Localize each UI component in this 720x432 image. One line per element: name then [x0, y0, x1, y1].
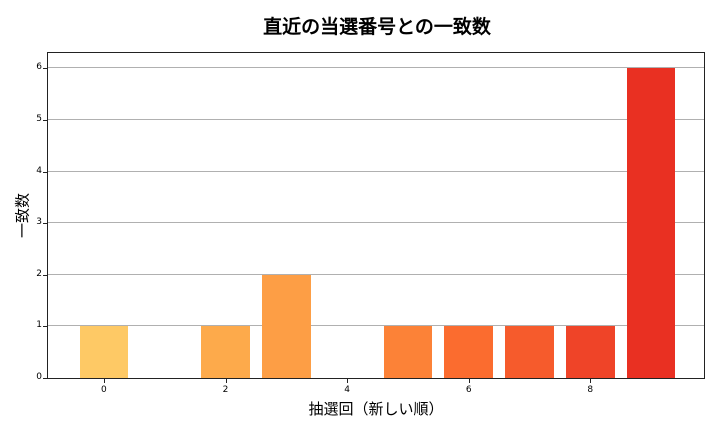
gridline [48, 273, 704, 275]
y-tick-label: 6 [36, 62, 42, 73]
bar [505, 326, 554, 378]
y-tick-mark [43, 326, 47, 328]
y-tick-label: 3 [36, 217, 42, 228]
bar [262, 274, 311, 378]
bar [79, 326, 129, 378]
y-tick-label: 4 [36, 165, 42, 176]
y-tick-mark [43, 120, 47, 122]
gridline [48, 170, 704, 172]
y-tick-mark [43, 223, 47, 225]
y-tick-label: 5 [36, 114, 42, 125]
gridline [48, 325, 704, 327]
x-tick-mark [590, 379, 592, 383]
bar [383, 326, 433, 378]
bar [201, 326, 250, 378]
x-tick-label: 4 [344, 385, 350, 395]
bar [565, 326, 615, 378]
y-tick-mark [43, 378, 47, 379]
y-tick-label: 1 [36, 320, 42, 331]
y-tick-mark [43, 68, 47, 70]
x-tick-mark [347, 379, 349, 383]
x-tick-label: 0 [101, 385, 107, 395]
gridline [48, 119, 704, 121]
x-tick-label: 8 [587, 385, 594, 395]
y-tick-mark [43, 171, 47, 173]
gridline [48, 222, 704, 224]
x-tick-label: 2 [222, 385, 229, 395]
x-axis-label: 抽選回（新しい順） [308, 400, 444, 418]
y-axis-label: 一致数 [13, 193, 32, 239]
gridline [48, 67, 704, 69]
x-tick-mark [103, 379, 105, 383]
y-tick-label: 2 [36, 268, 42, 279]
plot-area [47, 52, 705, 379]
chart-title: 直近の当選番号との一致数 [263, 16, 491, 38]
x-tick-label: 6 [465, 385, 472, 395]
bar [444, 326, 494, 378]
y-tick-label: 0 [36, 372, 42, 382]
x-tick-mark [225, 379, 227, 383]
y-tick-mark [43, 274, 47, 276]
bar [626, 68, 676, 378]
x-tick-mark [468, 379, 470, 383]
